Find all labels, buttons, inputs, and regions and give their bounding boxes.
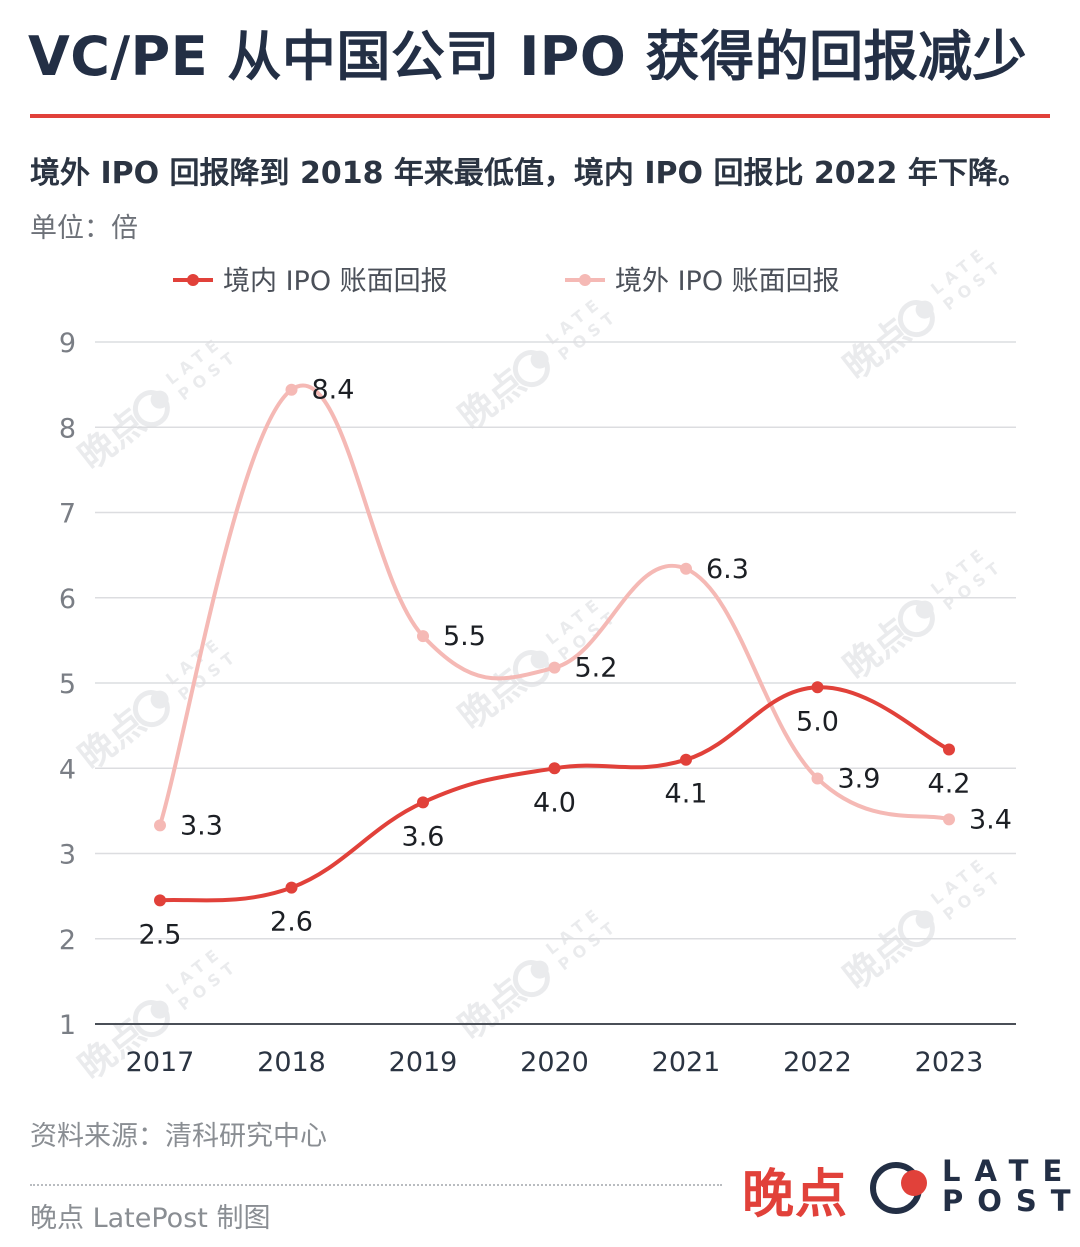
data-label: 4.2 — [928, 768, 971, 799]
data-point — [680, 753, 692, 766]
unit-label: 单位：倍 — [30, 213, 138, 244]
x-tick-label: 2020 — [520, 1047, 589, 1078]
watermark-ring-icon — [132, 690, 170, 728]
latepost-logo: 晚点 LATE POST — [742, 1150, 1071, 1225]
watermark-dot-icon — [150, 1000, 169, 1019]
watermark-cn: 晚点 — [836, 311, 918, 388]
logo-dot-icon — [901, 1170, 927, 1196]
watermark-ring-icon — [132, 1000, 170, 1038]
data-label: 5.5 — [443, 621, 486, 652]
data-point — [417, 796, 429, 809]
data-point — [285, 881, 298, 894]
data-label: 5.2 — [575, 653, 618, 684]
watermark-ring-icon — [897, 600, 935, 638]
axis-layer: 1 2 3 4 5 6 7 8 9 2017 2018 2019 2020 2021 2022 2023 — [59, 328, 1016, 1078]
watermark-dot-icon — [915, 910, 934, 929]
legend-marker — [579, 274, 591, 286]
data-point — [417, 630, 429, 643]
watermark-dot-icon — [915, 300, 934, 319]
data-label: 3.3 — [180, 810, 223, 841]
data-label: 2.5 — [139, 919, 182, 950]
x-tick-label: 2023 — [915, 1047, 984, 1078]
data-label: 3.9 — [838, 763, 881, 794]
x-tick-label: 2021 — [652, 1047, 721, 1078]
data-point — [680, 562, 692, 575]
data-point — [154, 894, 166, 907]
watermark-cn: 晚点 — [451, 971, 533, 1048]
watermark-ring-icon — [512, 960, 550, 998]
y-tick-label: 2 — [59, 925, 76, 956]
y-tick-label: 4 — [59, 754, 76, 785]
watermark-dot-icon — [530, 650, 549, 669]
logo-english-top: LATE — [942, 1154, 1077, 1188]
y-tick-label: 8 — [59, 413, 76, 444]
data-label: 3.6 — [402, 821, 445, 852]
y-tick-label: 5 — [59, 669, 76, 700]
x-tick-label: 2017 — [126, 1047, 195, 1078]
data-point — [285, 383, 298, 396]
watermark-ring-icon — [897, 300, 935, 338]
watermark-cn: 晚点 — [71, 401, 153, 478]
data-point — [811, 681, 824, 694]
legend: 境内 IPO 账面回报 境外 IPO 账面回报 — [173, 266, 840, 297]
data-point — [943, 743, 955, 756]
x-tick-label: 2018 — [257, 1047, 326, 1078]
legend-marker — [187, 274, 199, 286]
watermark-dot-icon — [150, 390, 169, 409]
data-label-layer: 3.3 8.4 5.5 5.2 6.3 3.9 3.4 2.5 2.6 3.6 4.0 4.1 5.0 4… — [139, 375, 1012, 951]
series-line — [158, 383, 951, 828]
watermark-dot-icon — [915, 600, 934, 619]
source-note: 资料来源：清科研究中心 — [30, 1121, 327, 1152]
watermark-dot-icon — [530, 350, 549, 369]
watermark-ring-icon — [132, 390, 170, 428]
title-divider — [30, 114, 1050, 118]
watermark-cn: 晚点 — [836, 921, 918, 998]
legend-label: 境外 IPO 账面回报 — [615, 266, 840, 297]
data-label: 4.1 — [665, 779, 708, 810]
data-label: 8.4 — [312, 375, 355, 406]
x-tick-label: 2019 — [389, 1047, 458, 1078]
watermark-ring-icon — [512, 350, 550, 388]
y-tick-label: 6 — [59, 584, 76, 615]
data-point — [548, 661, 561, 674]
watermark-cn: 晚点 — [836, 611, 918, 688]
y-tick-label: 7 — [59, 499, 76, 530]
footer-divider — [30, 1184, 722, 1186]
data-point — [811, 772, 824, 785]
logo-english-bottom: POST — [942, 1184, 1080, 1218]
watermark-cn: 晚点 — [451, 661, 533, 738]
legend-label: 境内 IPO 账面回报 — [223, 266, 448, 297]
chart-subtitle: 境外 IPO 回报降到 2018 年来最低值，境内 IPO 回报比 2022 年… — [30, 156, 1028, 191]
data-label: 6.3 — [706, 554, 749, 585]
watermark-cn: 晚点 — [71, 701, 153, 778]
chart-title: VC/PE 从中国公司 IPO 获得的回报减少 — [28, 25, 1028, 88]
x-tick-label: 2022 — [783, 1047, 852, 1078]
watermark-dot-icon — [530, 960, 549, 979]
data-label: 3.4 — [969, 804, 1012, 835]
data-label: 2.6 — [270, 907, 313, 938]
series-layer — [154, 383, 955, 907]
y-tick-label: 3 — [59, 840, 76, 871]
logo-chinese-text: 晚点 — [742, 1165, 849, 1225]
data-label: 5.0 — [796, 706, 839, 737]
data-point — [943, 813, 955, 826]
watermark-dot-icon — [150, 690, 169, 709]
data-label: 4.0 — [533, 787, 576, 818]
watermark-ring-icon — [512, 650, 550, 688]
chart-credit: 晚点 LatePost 制图 — [30, 1203, 271, 1234]
data-point — [548, 762, 561, 775]
data-point — [154, 819, 166, 832]
y-tick-label: 9 — [59, 328, 76, 359]
y-tick-label: 1 — [59, 1010, 76, 1041]
